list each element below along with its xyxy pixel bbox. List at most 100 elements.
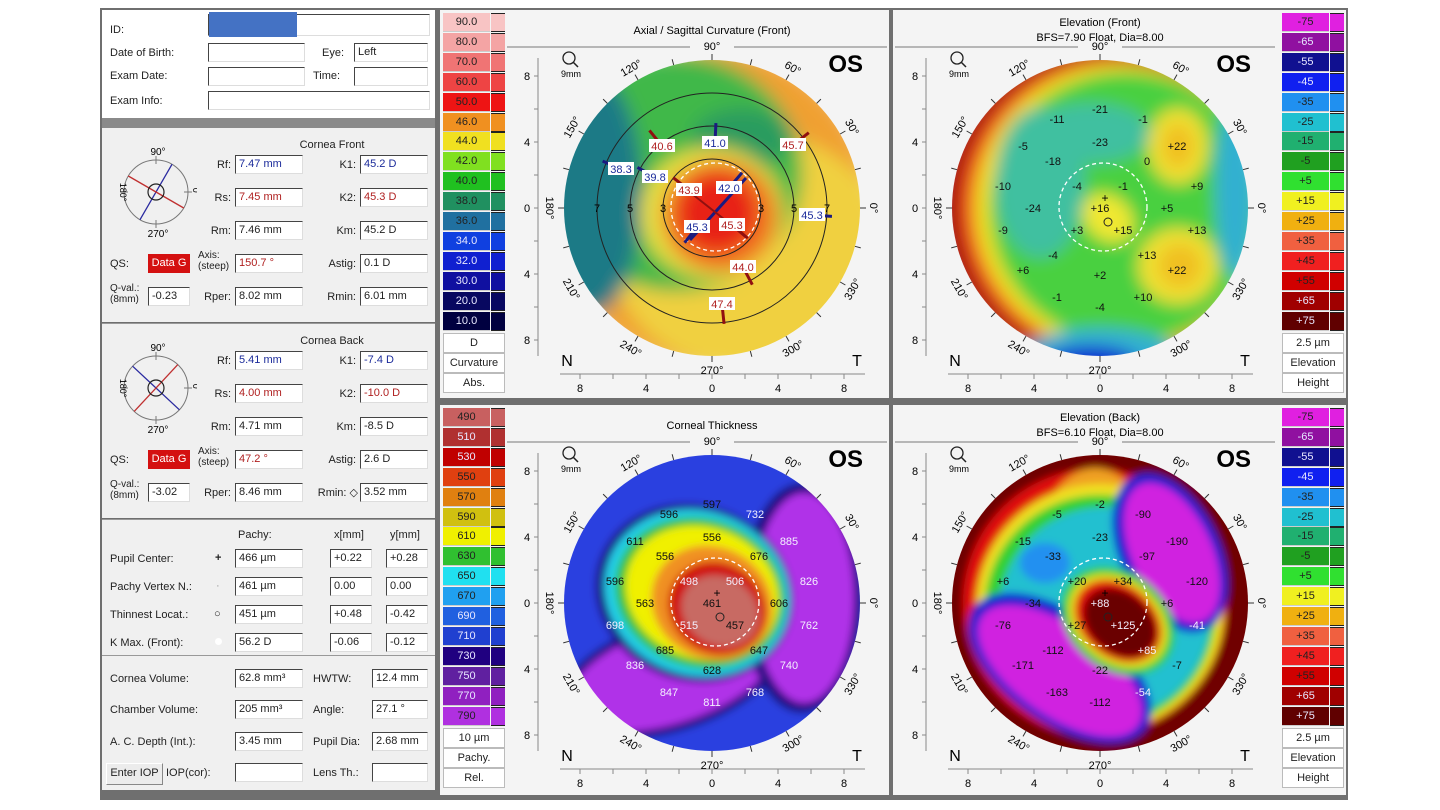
pupil-outline bbox=[1058, 557, 1148, 647]
degree-label: 150° bbox=[950, 510, 972, 536]
pupil-center-label: Pupil Center: bbox=[110, 553, 174, 565]
astig-field: 0.1 D bbox=[360, 254, 428, 273]
meridian-value: 44.0 bbox=[732, 262, 753, 274]
scale-type: Elevation bbox=[1282, 748, 1344, 768]
scale-unit[interactable]: 2.5 µm bbox=[1282, 333, 1344, 353]
map-value-label: 628 bbox=[703, 665, 721, 677]
scale-ladder-step bbox=[1330, 112, 1344, 132]
scale-mode[interactable]: Height bbox=[1282, 373, 1344, 393]
zone-ring-label: 7 bbox=[594, 203, 600, 215]
qs-status-badge[interactable]: Data G bbox=[148, 450, 190, 469]
eye-field[interactable]: Left bbox=[354, 43, 428, 62]
elevation-back-map[interactable]: Elevation (Back) BFS=6.10 Float, Dia=8.00… bbox=[893, 405, 1279, 795]
degree-tick bbox=[839, 281, 846, 286]
scale-mode[interactable]: Height bbox=[1282, 768, 1344, 788]
rm-field: 4.71 mm bbox=[235, 417, 303, 436]
hwtw-field: 12.4 mm bbox=[372, 669, 428, 688]
compass-label-right: 0° bbox=[191, 188, 197, 197]
scale-unit[interactable]: 10 µm bbox=[443, 728, 505, 748]
degree-tick bbox=[816, 312, 822, 318]
kmax-symbol bbox=[215, 638, 222, 645]
degree-tick bbox=[1227, 130, 1234, 135]
degree-tick bbox=[951, 167, 958, 171]
exam-info-field[interactable] bbox=[208, 91, 430, 110]
scale-swatch: -65 bbox=[1282, 32, 1329, 52]
scale-mode[interactable]: Rel. bbox=[443, 768, 505, 788]
lens-thickness-field[interactable] bbox=[372, 763, 428, 782]
thickness-map[interactable]: Corneal Thickness 8 8 4 4 0 0 4 4 8 8 N T OS 9mm 0° 30° 6… bbox=[505, 405, 889, 795]
map-value-label: 611 bbox=[626, 536, 644, 548]
zoom-magnifier-icon[interactable] bbox=[950, 446, 967, 463]
zoom-magnifier-icon[interactable] bbox=[562, 446, 579, 463]
thinnest-location-label: Thinnest Locat.: bbox=[110, 609, 189, 621]
map-value-label: 768 bbox=[746, 687, 764, 699]
scale-ladder-step bbox=[491, 231, 505, 251]
degree-tick bbox=[1173, 74, 1178, 81]
degree-tick bbox=[1242, 167, 1249, 171]
degree-tick bbox=[785, 469, 790, 476]
scale-swatch: 510 bbox=[443, 427, 490, 447]
enter-iop-button[interactable]: Enter IOP bbox=[106, 763, 163, 785]
chamber-volume-label: Chamber Volume: bbox=[110, 704, 199, 716]
thickness-map-panel[interactable]: 490 510 530 550 570 590 610 630 650 670 690 710 730 7… bbox=[440, 405, 889, 795]
time-field[interactable] bbox=[354, 67, 428, 86]
elevation-back-map-panel[interactable]: Elevation (Back) BFS=6.10 Float, Dia=8.00… bbox=[893, 405, 1346, 795]
y-tick-label: 4 bbox=[912, 137, 918, 149]
map-value-label: 515 bbox=[680, 620, 698, 632]
degree-tick bbox=[966, 525, 973, 530]
pupil-center-y: +0.28 bbox=[386, 549, 428, 568]
elevation-front-map[interactable]: Elevation (Front) BFS=7.90 Float, Dia=8.0… bbox=[893, 10, 1279, 398]
map-value-label: -2 bbox=[1095, 499, 1105, 511]
y-tick-label: 0 bbox=[912, 203, 918, 215]
iop-cor-field[interactable] bbox=[235, 763, 303, 782]
thinnest-location-marker bbox=[1103, 217, 1113, 227]
map-value-label: -90 bbox=[1135, 509, 1151, 521]
qs-status-badge[interactable]: Data G bbox=[148, 254, 190, 273]
degree-tick bbox=[1227, 281, 1234, 286]
degree-tick bbox=[990, 98, 996, 104]
y-tick-label: 4 bbox=[524, 664, 530, 676]
map-value-label: +13 bbox=[1138, 250, 1157, 262]
km-field: -8.5 D bbox=[360, 417, 428, 436]
thinnest-location-y: -0.42 bbox=[386, 605, 428, 624]
meridian-value: 38.3 bbox=[610, 164, 631, 176]
degree-tick bbox=[749, 350, 753, 357]
map-value-label: -97 bbox=[1139, 551, 1155, 563]
degree-tick bbox=[1173, 469, 1178, 476]
x-tick-label: 8 bbox=[1229, 778, 1235, 790]
map-value-label: +34 bbox=[1114, 576, 1133, 588]
curvature-map-panel[interactable]: 90.0 80.0 70.0 60.0 50.0 46.0 44.0 42.0 40.0 38.0… bbox=[440, 10, 889, 398]
scale-swatch: 30.0 bbox=[443, 271, 490, 291]
scale-ladder-step bbox=[491, 212, 505, 231]
scale-ladder-step bbox=[1330, 32, 1344, 52]
elevation-front-map-panel[interactable]: Elevation (Front) BFS=7.90 Float, Dia=8.0… bbox=[893, 10, 1346, 398]
scale-ladder-step bbox=[1330, 507, 1344, 527]
degree-tick bbox=[1137, 745, 1141, 752]
pupil-center-marker: + bbox=[713, 586, 720, 600]
angle-field: 27.1 ° bbox=[372, 700, 428, 719]
exam-date-field[interactable] bbox=[208, 67, 305, 86]
curvature-map[interactable]: Axial / Sagittal Curvature (Front) 8 8 4 4 0 0… bbox=[505, 10, 889, 398]
rs-field: 7.45 mm bbox=[235, 188, 303, 207]
scale-swatch: +15 bbox=[1282, 587, 1329, 607]
scale-swatch: 570 bbox=[443, 487, 490, 507]
zoom-magnifier-icon[interactable] bbox=[950, 51, 967, 68]
scale-swatch: -65 bbox=[1282, 427, 1329, 447]
degree-tick bbox=[749, 454, 753, 461]
degree-tick bbox=[563, 245, 570, 249]
degree-label: 90° bbox=[1092, 41, 1109, 53]
dob-field[interactable] bbox=[208, 43, 305, 62]
degree-tick bbox=[854, 562, 861, 566]
degree-label: 300° bbox=[1169, 733, 1195, 755]
map-value-label: -112 bbox=[1089, 697, 1110, 709]
map-value-label: 647 bbox=[750, 645, 768, 657]
scale-unit[interactable]: D bbox=[443, 333, 505, 353]
scale-swatch: 590 bbox=[443, 507, 490, 527]
zoom-magnifier-icon[interactable] bbox=[562, 51, 579, 68]
scale-mode[interactable]: Abs. bbox=[443, 373, 505, 393]
y-tick-label: 4 bbox=[912, 664, 918, 676]
scale-swatch: 750 bbox=[443, 666, 490, 686]
scale-type: Elevation bbox=[1282, 353, 1344, 373]
scale-unit[interactable]: 2.5 µm bbox=[1282, 728, 1344, 748]
scale-ladder-step bbox=[1330, 291, 1344, 311]
